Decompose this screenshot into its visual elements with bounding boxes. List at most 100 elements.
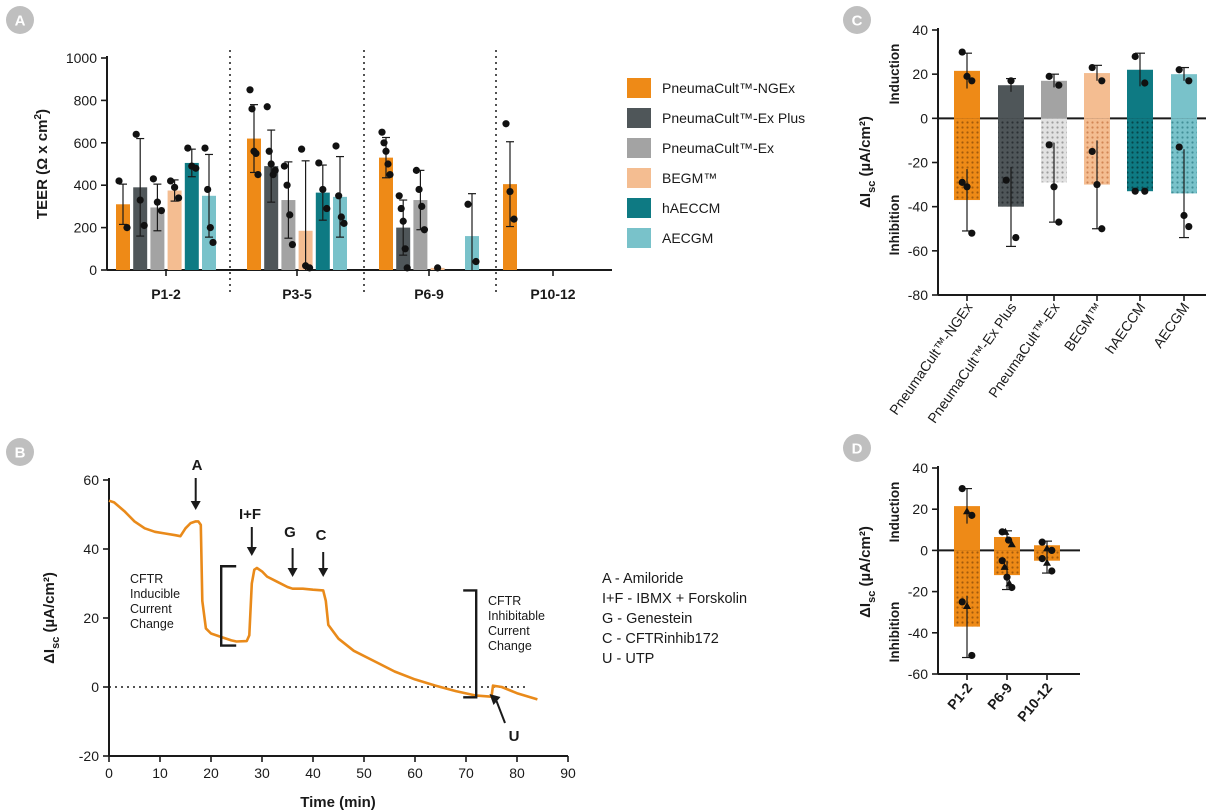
data-point	[1000, 562, 1009, 570]
legend-label-pneumacult-ex-plus: PneumaCult™-Ex Plus	[662, 110, 805, 126]
data-point	[271, 166, 279, 174]
data-point	[323, 204, 331, 213]
legend-swatch-haeccm	[627, 198, 651, 218]
data-point	[963, 507, 971, 515]
data-point	[399, 217, 407, 225]
svg-text:Inhibitable: Inhibitable	[488, 609, 545, 623]
panel-b-x-tick-label: 50	[356, 765, 372, 781]
bar-pneumacult-ngex-p6-9	[379, 157, 393, 270]
data-point	[1038, 538, 1046, 546]
panel-d-y-tick-label: 40	[912, 460, 928, 476]
svg-text:Current: Current	[130, 602, 172, 616]
panel-c-y-tick-label: -80	[908, 287, 928, 303]
data-point	[335, 192, 343, 200]
bar-pneumacult-ex-plus-p3-5	[264, 166, 279, 270]
data-point	[201, 144, 209, 152]
panel-a: A TEER (Ω x cm2) 0 200 400 600 800 1000 P1-2 P3…	[6, 6, 805, 302]
data-point	[315, 159, 323, 167]
event-label-if: I+F	[239, 506, 261, 523]
data-point	[412, 166, 420, 174]
legend-label-haeccm: hAECCM	[662, 200, 720, 216]
panel-c-y-tick-label: -20	[908, 155, 928, 171]
data-point	[380, 139, 388, 147]
key-ibmx-forskolin: I+F - IBMX + Forskolin	[602, 591, 747, 607]
legend-swatch-pneumacult-ngex	[627, 78, 651, 98]
panel-b-x-tick-label: 80	[509, 765, 525, 781]
key-cftrinhib172: C - CFTRinhib172	[602, 631, 719, 647]
data-point	[397, 204, 405, 213]
legend-swatch-aecgm	[627, 228, 651, 248]
panel-c-inhibition-label: Inhibition	[887, 195, 902, 256]
bracket-inducible	[220, 565, 237, 647]
data-point	[415, 185, 423, 194]
panel-d-x-tick-label-p1-2: P1-2	[944, 679, 975, 712]
panel-d-induction-label: Induction	[887, 482, 902, 543]
data-point	[464, 200, 472, 208]
panel-c-y-tick-label: 20	[912, 66, 928, 82]
panel-b-plot: A I+F G C U	[108, 457, 538, 745]
panel-a-x-tick-label: P10-12	[530, 286, 575, 302]
data-point	[1185, 77, 1193, 85]
event-arrow-u	[495, 700, 506, 724]
data-point	[1007, 540, 1016, 548]
data-point	[1088, 63, 1096, 72]
panel-c-y-tick-label: 40	[912, 22, 928, 38]
svg-text:CFTR: CFTR	[488, 594, 521, 608]
data-point	[1012, 233, 1020, 242]
data-point	[958, 48, 966, 56]
svg-text:D: D	[852, 441, 863, 458]
data-point	[1131, 52, 1139, 61]
data-point	[1141, 79, 1149, 87]
panel-b-y-tick-label: 20	[83, 610, 99, 626]
data-point	[472, 257, 480, 266]
data-point	[963, 183, 971, 191]
data-point	[248, 105, 256, 113]
data-point	[1008, 583, 1016, 592]
data-point	[963, 602, 971, 610]
data-point	[332, 142, 340, 150]
legend-label-pneumacult-ngex: PneumaCult™-NGEx	[662, 80, 795, 96]
data-point	[958, 485, 966, 493]
panel-b-x-tick-label: 20	[203, 765, 219, 781]
data-point	[319, 185, 327, 194]
data-point	[204, 185, 212, 194]
panel-b-y-tick-label: -20	[79, 748, 99, 764]
bar-begm-p1-2	[167, 190, 182, 270]
bracket-inhibitable	[463, 589, 478, 699]
data-point	[1098, 77, 1106, 85]
panel-b-y-label: ΔIsc (µA/cm²)	[41, 572, 62, 664]
panel-a-badge: A	[6, 6, 34, 34]
event-arrowhead-if	[246, 547, 257, 556]
data-point	[958, 178, 966, 186]
data-point	[267, 160, 275, 168]
panel-d-y-tick-label: -40	[908, 625, 928, 641]
panel-a-y-tick-label: 200	[74, 220, 98, 236]
panel-a-x-tick-label: P1-2	[151, 286, 181, 302]
data-point	[123, 224, 131, 232]
data-point	[149, 175, 157, 183]
data-point	[1048, 567, 1056, 575]
bar-pneumacult-ex-p6-9	[413, 200, 428, 270]
data-point	[958, 598, 966, 606]
panel-c-x-tick-label-haeccm: hAECCM	[1102, 300, 1149, 357]
svg-text:Change: Change	[130, 617, 174, 631]
data-point	[1098, 225, 1106, 233]
panel-b-x-tick-label: 90	[560, 765, 576, 781]
panel-a-x-tick-label: P3-5	[282, 286, 312, 302]
data-point	[280, 162, 288, 170]
bar-pneumacult-ex-p1-2	[150, 207, 165, 270]
svg-text:Change: Change	[488, 639, 532, 653]
data-point	[420, 226, 428, 234]
data-point	[1055, 81, 1063, 89]
data-point	[403, 264, 411, 272]
data-point	[167, 177, 175, 185]
data-point	[337, 213, 345, 221]
bar-induction-aecgm	[1171, 74, 1197, 119]
data-point	[288, 240, 296, 249]
data-point	[434, 264, 442, 272]
data-point	[157, 207, 165, 215]
panel-b-annotation-inducible: CFTR Inducible Current Change	[130, 572, 180, 631]
data-point	[386, 171, 394, 179]
